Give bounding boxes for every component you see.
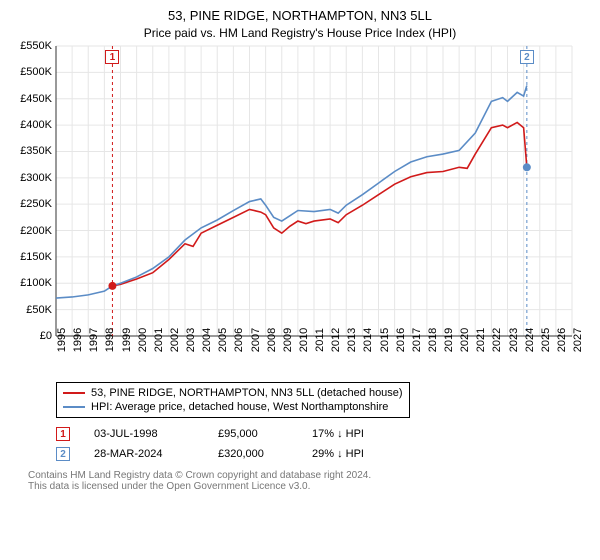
x-axis-label: 1999 xyxy=(121,328,133,352)
y-axis-label: £500K xyxy=(20,66,52,78)
x-axis-label: 2020 xyxy=(459,328,471,352)
y-axis-label: £300K xyxy=(20,172,52,184)
transaction-date: 03-JUL-1998 xyxy=(94,428,194,440)
transaction-marker: 2 xyxy=(56,447,70,461)
x-axis-label: 2010 xyxy=(298,328,310,352)
transaction-price: £95,000 xyxy=(218,428,288,440)
chart-marker-2: 2 xyxy=(520,50,534,64)
x-axis-label: 2011 xyxy=(314,328,326,352)
y-axis-label: £400K xyxy=(20,119,52,131)
legend-row: 53, PINE RIDGE, NORTHAMPTON, NN3 5LL (de… xyxy=(63,387,403,399)
transaction-date: 28-MAR-2024 xyxy=(94,448,194,460)
legend-label: 53, PINE RIDGE, NORTHAMPTON, NN3 5LL (de… xyxy=(91,387,403,399)
x-axis-label: 2026 xyxy=(556,328,568,352)
transaction-price: £320,000 xyxy=(218,448,288,460)
x-axis-label: 2008 xyxy=(266,328,278,352)
transaction-hpi: 29% ↓ HPI xyxy=(312,448,412,460)
x-axis-label: 2016 xyxy=(395,328,407,352)
x-axis-label: 1998 xyxy=(104,328,116,352)
transaction-hpi: 17% ↓ HPI xyxy=(312,428,412,440)
x-axis-label: 2014 xyxy=(362,328,374,352)
x-axis-label: 2015 xyxy=(379,328,391,352)
x-axis-label: 1995 xyxy=(56,328,68,352)
x-axis-label: 2000 xyxy=(137,328,149,352)
x-axis-label: 1997 xyxy=(88,328,100,352)
x-axis-label: 2022 xyxy=(491,328,503,352)
y-axis-label: £550K xyxy=(20,40,52,52)
x-axis-label: 2004 xyxy=(201,328,213,352)
x-axis-label: 2009 xyxy=(282,328,294,352)
x-axis-label: 2005 xyxy=(217,328,229,352)
x-axis-label: 2021 xyxy=(475,328,487,352)
y-axis-label: £200K xyxy=(20,225,52,237)
x-axis-label: 2017 xyxy=(411,328,423,352)
legend-label: HPI: Average price, detached house, West… xyxy=(91,401,388,413)
x-axis-label: 2019 xyxy=(443,328,455,352)
y-axis-label: £150K xyxy=(20,251,52,263)
x-axis-label: 2002 xyxy=(169,328,181,352)
chart-marker-1: 1 xyxy=(105,50,119,64)
legend-swatch xyxy=(63,406,85,408)
x-axis-label: 2012 xyxy=(330,328,342,352)
x-axis-label: 2001 xyxy=(153,328,165,352)
y-axis-label: £100K xyxy=(20,277,52,289)
x-axis-label: 2006 xyxy=(233,328,245,352)
y-axis-label: £0 xyxy=(40,330,52,342)
transaction-row: 1 03-JUL-1998 £95,000 17% ↓ HPI xyxy=(56,424,586,444)
x-axis-label: 2003 xyxy=(185,328,197,352)
y-axis-label: £50K xyxy=(26,304,52,316)
price-chart: £0£50K£100K£150K£200K£250K£300K£350K£400… xyxy=(56,46,572,336)
x-axis-label: 2025 xyxy=(540,328,552,352)
transaction-row: 2 28-MAR-2024 £320,000 29% ↓ HPI xyxy=(56,444,586,464)
x-axis-label: 2024 xyxy=(524,328,536,352)
page-title: 53, PINE RIDGE, NORTHAMPTON, NN3 5LL xyxy=(14,8,586,23)
legend-swatch xyxy=(63,392,85,394)
y-axis-label: £250K xyxy=(20,198,52,210)
footer-copyright: Contains HM Land Registry data © Crown c… xyxy=(28,470,572,492)
legend: 53, PINE RIDGE, NORTHAMPTON, NN3 5LL (de… xyxy=(56,382,410,418)
x-axis-label: 1996 xyxy=(72,328,84,352)
x-axis-label: 2013 xyxy=(346,328,358,352)
x-axis-label: 2018 xyxy=(427,328,439,352)
x-axis-label: 2007 xyxy=(250,328,262,352)
legend-row: HPI: Average price, detached house, West… xyxy=(63,401,403,413)
page-subtitle: Price paid vs. HM Land Registry's House … xyxy=(14,26,586,40)
transaction-marker: 1 xyxy=(56,427,70,441)
transactions-table: 1 03-JUL-1998 £95,000 17% ↓ HPI 2 28-MAR-2024… xyxy=(14,424,586,464)
x-axis-label: 2027 xyxy=(572,328,584,352)
y-axis-label: £350K xyxy=(20,145,52,157)
y-axis-label: £450K xyxy=(20,93,52,105)
x-axis-label: 2023 xyxy=(508,328,520,352)
